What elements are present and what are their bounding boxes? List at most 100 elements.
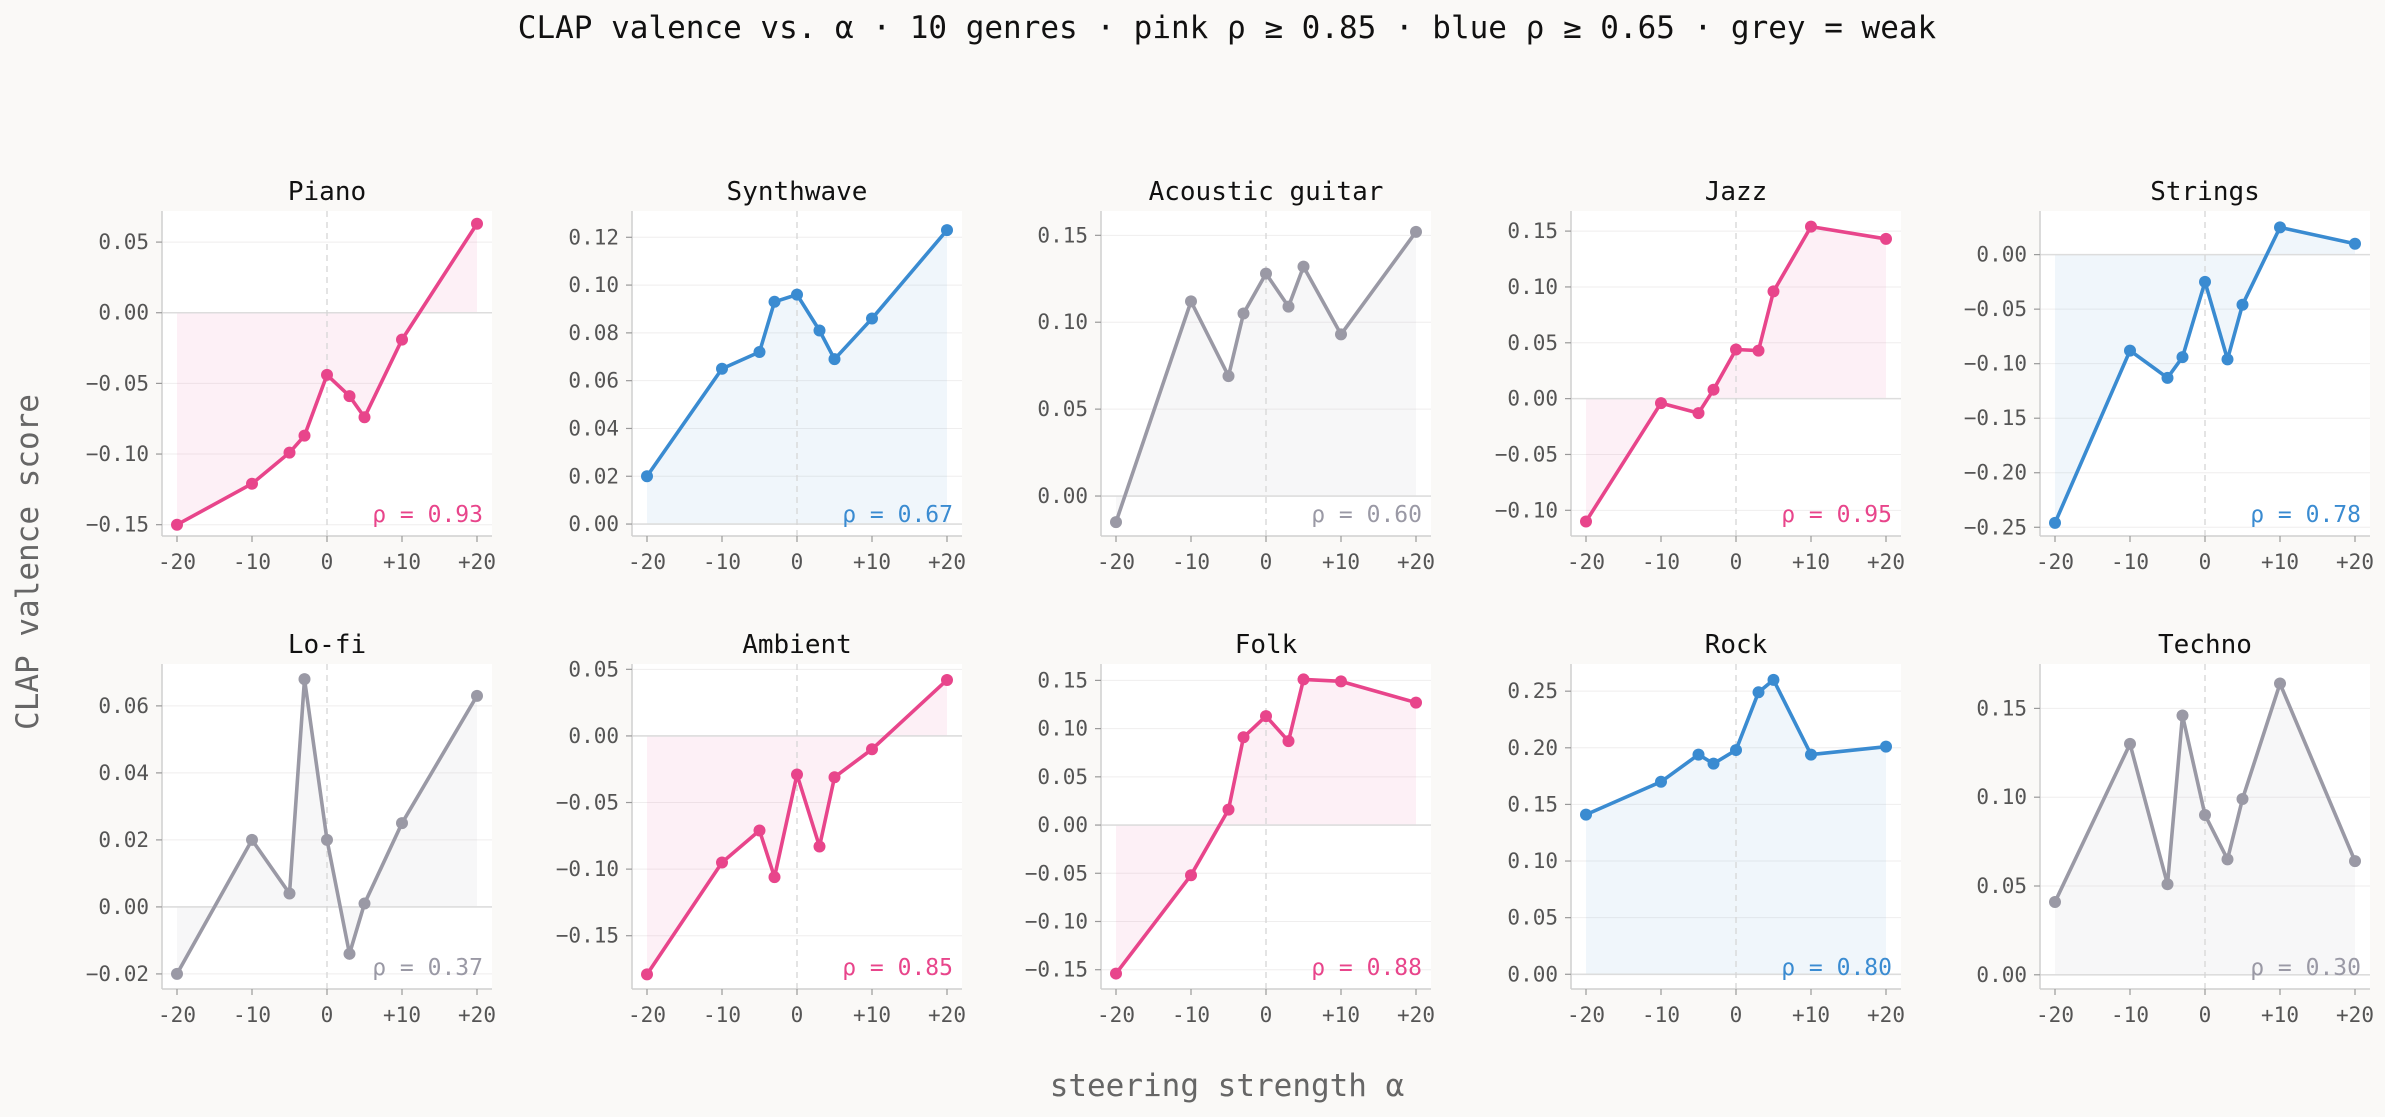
y-tick-label: −0.05 — [86, 371, 149, 395]
y-tick-label: 0.00 — [98, 895, 149, 919]
panel-title: Synthwave — [727, 177, 868, 207]
x-tick-label: -10 — [2111, 1003, 2149, 1027]
data-point — [1692, 407, 1705, 420]
y-tick-label: −0.10 — [556, 857, 619, 881]
data-point — [1580, 515, 1592, 528]
y-tick-label: 0.05 — [1037, 397, 1088, 421]
data-point — [1880, 232, 1892, 245]
data-point — [1580, 808, 1592, 821]
panel-title: Lo-fi — [288, 630, 366, 660]
x-tick-label: -10 — [1642, 550, 1680, 574]
y-tick-label: 0.10 — [1507, 849, 1558, 873]
x-tick-label: +10 — [383, 550, 421, 574]
data-point — [2199, 275, 2211, 288]
data-point — [2124, 344, 2136, 357]
y-tick-label: 0.00 — [1976, 963, 2027, 987]
data-point — [358, 897, 371, 910]
rho-label: ρ = 0.78 — [2250, 502, 2361, 528]
panel-title: Strings — [2150, 177, 2260, 207]
y-tick-label: 0.00 — [98, 301, 149, 325]
y-tick-label: 0.10 — [1037, 310, 1088, 334]
data-point — [171, 967, 183, 980]
y-tick-label: 0.20 — [1507, 736, 1558, 760]
x-tick-label: -20 — [628, 550, 666, 574]
data-point — [828, 353, 841, 366]
panel-title: Techno — [2158, 630, 2252, 660]
data-point — [321, 833, 333, 846]
y-tick-label: 0.25 — [1507, 679, 1558, 703]
y-tick-label: −0.10 — [1495, 498, 1558, 522]
data-point — [1692, 748, 1705, 761]
x-tick-label: +20 — [928, 1003, 966, 1027]
data-point — [813, 324, 826, 337]
data-point — [641, 470, 653, 483]
x-tick-label: +20 — [1867, 1003, 1905, 1027]
y-tick-label: 0.08 — [568, 321, 619, 345]
data-point — [716, 362, 728, 375]
y-tick-label: −0.15 — [1025, 958, 1088, 982]
x-tick-label: -20 — [628, 1003, 666, 1027]
data-point — [2049, 516, 2061, 529]
y-tick-label: 0.00 — [1037, 813, 1088, 837]
data-point — [1237, 307, 1250, 320]
data-point — [283, 446, 296, 459]
data-point — [1655, 397, 1667, 410]
x-axis-label: steering strength α — [1050, 1068, 1405, 1104]
panel-synthwave: 0.00 0.02 0.04 0.06 0.08 0.10 0.12 -20 -10 0 +10 +2… — [568, 177, 966, 574]
data-point — [298, 673, 311, 686]
panel-title: Ambient — [742, 630, 852, 660]
plot-area — [1571, 664, 1901, 989]
x-tick-label: 0 — [1730, 550, 1743, 574]
data-point — [283, 887, 296, 900]
panel-title: Piano — [288, 177, 366, 207]
data-point — [1752, 344, 1765, 357]
x-tick-label: -20 — [1567, 550, 1605, 574]
y-tick-label: 0.02 — [568, 464, 619, 488]
y-tick-label: −0.05 — [1495, 442, 1558, 466]
y-tick-label: 0.02 — [98, 828, 149, 852]
y-tick-label: 0.00 — [568, 512, 619, 536]
y-tick-label: 0.05 — [1976, 874, 2027, 898]
data-point — [1222, 803, 1235, 816]
data-point — [768, 295, 781, 308]
x-tick-label: +20 — [1397, 550, 1435, 574]
data-point — [1805, 748, 1817, 761]
x-tick-label: +10 — [2261, 1003, 2299, 1027]
y-tick-label: 0.05 — [1507, 331, 1558, 355]
rho-label: ρ = 0.30 — [2250, 955, 2361, 981]
data-point — [1752, 686, 1765, 699]
data-point — [2221, 353, 2234, 366]
x-tick-label: 0 — [321, 1003, 334, 1027]
x-tick-label: -20 — [158, 550, 196, 574]
data-point — [813, 840, 826, 853]
rho-label: ρ = 0.37 — [372, 955, 483, 981]
plot-area — [2040, 211, 2370, 536]
x-tick-label: -10 — [2111, 550, 2149, 574]
data-point — [171, 518, 183, 531]
data-point — [1707, 383, 1720, 396]
data-point — [2049, 895, 2061, 908]
data-point — [2124, 737, 2136, 750]
data-point — [1110, 516, 1122, 529]
data-point — [396, 333, 408, 346]
x-tick-label: +20 — [1397, 1003, 1435, 1027]
data-point — [246, 833, 258, 846]
data-point — [768, 871, 781, 884]
data-point — [1767, 673, 1780, 686]
panel-strings: −0.25 −0.20 −0.15 −0.10 −0.05 0.00 -20 -10 0 +10 +… — [1964, 177, 2374, 574]
panel-piano: −0.15 −0.10 −0.05 0.00 0.05 -20 -10 0 +10 +20 Pian… — [86, 177, 496, 574]
data-point — [2274, 221, 2286, 234]
data-point — [1335, 675, 1347, 688]
series-fill — [647, 679, 947, 975]
data-point — [753, 824, 766, 837]
x-tick-label: -20 — [1567, 1003, 1605, 1027]
data-point — [828, 771, 841, 784]
data-point — [791, 288, 803, 301]
data-point — [641, 968, 653, 981]
y-tick-label: 0.05 — [1507, 906, 1558, 930]
data-point — [471, 217, 483, 230]
data-point — [2221, 853, 2234, 866]
plot-area — [632, 211, 962, 536]
y-tick-label: 0.10 — [568, 273, 619, 297]
panel-jazz: −0.10 −0.05 0.00 0.05 0.10 0.15 -20 -10 0 +10 +20 J… — [1495, 177, 1905, 574]
